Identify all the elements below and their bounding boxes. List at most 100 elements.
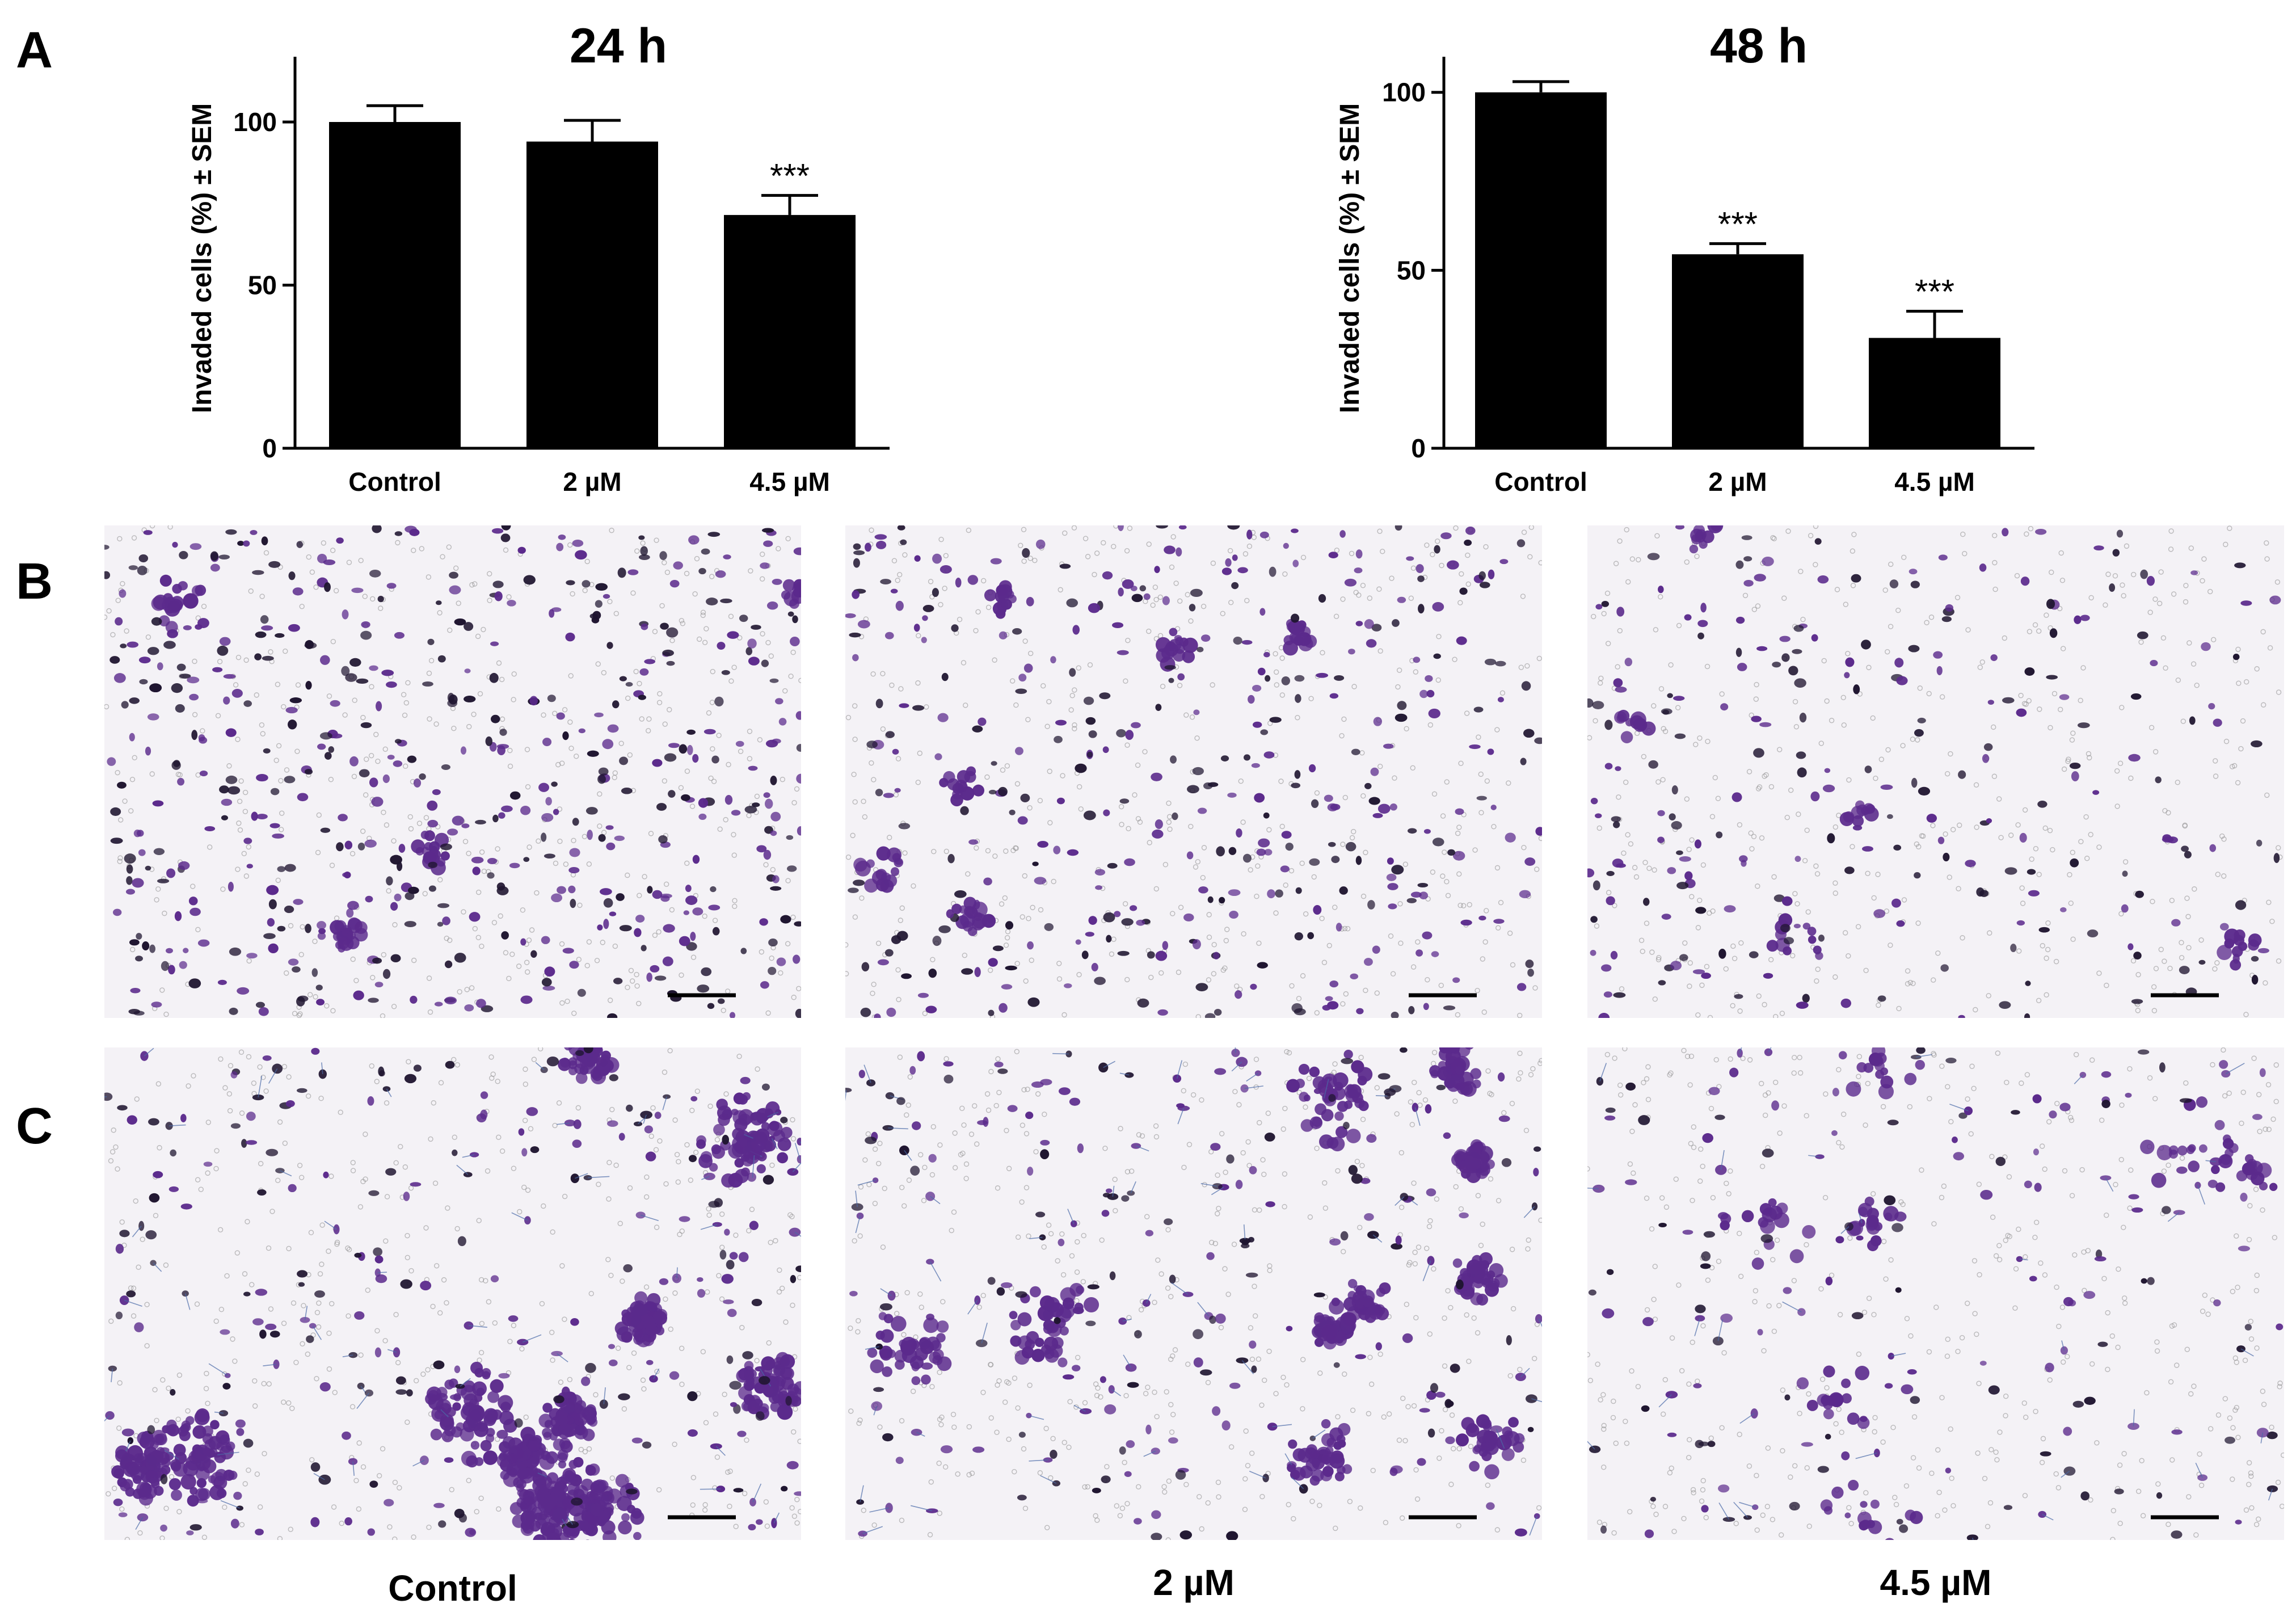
stained-cell — [390, 855, 402, 865]
membrane-pore — [1598, 680, 1603, 686]
stained-cell — [792, 583, 801, 596]
stained-cell — [744, 805, 757, 814]
stained-cell — [1221, 567, 1232, 575]
membrane-pore — [1684, 559, 1690, 565]
membrane-pore — [2254, 666, 2260, 672]
stained-cell — [1367, 900, 1375, 910]
stained-cell — [706, 597, 718, 605]
membrane-pore — [1199, 1526, 1204, 1532]
bar — [724, 214, 856, 448]
membrane-pore — [1021, 1087, 1027, 1093]
stained-cell — [441, 764, 450, 770]
membrane-pore — [994, 1429, 1000, 1436]
stained-cell — [1766, 940, 1779, 952]
stained-cell — [1701, 973, 1711, 979]
stained-cell — [1032, 861, 1039, 866]
stained-cell — [509, 1502, 523, 1515]
membrane-pore — [220, 886, 226, 892]
membrane-pore — [1658, 686, 1665, 692]
stained-cell — [1083, 1297, 1099, 1313]
membrane-pore — [237, 798, 243, 805]
membrane-pore — [350, 1168, 356, 1173]
membrane-pore — [405, 680, 411, 686]
stained-cell — [2251, 956, 2259, 962]
stained-cell — [419, 773, 426, 780]
stained-cell — [517, 1488, 528, 1497]
stained-cell — [1161, 646, 1175, 660]
membrane-pore — [507, 1339, 513, 1344]
membrane-pore — [292, 1011, 298, 1016]
membrane-pore — [314, 1310, 321, 1315]
membrane-pore — [1240, 819, 1246, 825]
membrane-pore — [797, 1509, 801, 1514]
membrane-pore — [1509, 1101, 1515, 1106]
stained-cell — [738, 1386, 752, 1400]
membrane-pore — [1410, 964, 1417, 970]
stained-cell — [570, 1318, 579, 1326]
stained-cell — [386, 583, 397, 589]
membrane-pore — [2180, 718, 2187, 724]
membrane-pore — [1389, 575, 1395, 581]
membrane-pore — [349, 851, 356, 857]
stained-cell — [541, 813, 554, 822]
stained-cell — [1657, 836, 1665, 843]
stained-cell — [1864, 765, 1872, 773]
stained-cell — [1021, 1346, 1034, 1359]
membrane-pore — [1356, 1224, 1363, 1230]
stained-cell — [288, 571, 296, 580]
stained-cell — [786, 865, 797, 872]
membrane-pore — [1132, 792, 1138, 798]
stained-cell — [639, 554, 650, 560]
membrane-pore — [910, 1388, 916, 1394]
stained-cell — [2010, 944, 2017, 953]
membrane-pore — [1439, 1428, 1444, 1434]
stained-cell — [1657, 810, 1665, 817]
membrane-pore — [2223, 738, 2230, 744]
stained-cell — [715, 570, 726, 578]
membrane-pore — [526, 844, 532, 850]
membrane-pore — [621, 1406, 627, 1412]
stained-cell — [367, 1096, 374, 1106]
membrane-pore — [1482, 939, 1488, 945]
stained-cell — [721, 1274, 734, 1284]
stained-cell — [1587, 698, 1594, 708]
stained-cell — [541, 832, 547, 842]
membrane-pore — [871, 1522, 877, 1528]
stained-cell — [1344, 578, 1357, 587]
membrane-pore — [222, 1085, 228, 1091]
stained-cell — [608, 1344, 616, 1349]
cell-protrusion — [352, 1461, 355, 1476]
membrane-pore — [700, 609, 706, 615]
stained-cell — [1054, 735, 1063, 743]
membrane-pore — [1360, 1117, 1366, 1122]
membrane-pore — [1596, 825, 1602, 831]
stained-cell — [794, 1491, 801, 1496]
membrane-pore — [1075, 1354, 1081, 1361]
membrane-pore — [1638, 937, 1645, 943]
bar — [1869, 338, 2000, 448]
stained-cell — [336, 842, 344, 852]
membrane-pore — [692, 591, 698, 597]
stained-cell — [1674, 733, 1686, 739]
membrane-pore — [2207, 588, 2213, 595]
membrane-pore — [1755, 603, 1761, 609]
stained-cell — [288, 719, 297, 730]
membrane-pore — [633, 668, 639, 675]
membrane-pore — [1748, 830, 1754, 836]
stained-cell — [1318, 594, 1326, 603]
membrane-pore — [1405, 1404, 1411, 1409]
membrane-pore — [789, 1505, 795, 1511]
membrane-pore — [2130, 958, 2137, 963]
membrane-pore — [1931, 977, 1936, 983]
stained-cell — [1497, 697, 1504, 702]
stained-cell — [1229, 911, 1238, 919]
stained-cell — [1815, 952, 1823, 960]
stained-cell — [1430, 1070, 1439, 1079]
membrane-pore — [1832, 974, 1838, 980]
membrane-pore — [631, 1350, 637, 1356]
membrane-pore — [226, 1091, 233, 1097]
membrane-pore — [1395, 684, 1401, 690]
membrane-pore — [1256, 1356, 1262, 1362]
stained-cell — [635, 1304, 648, 1316]
stained-cell — [369, 569, 381, 578]
